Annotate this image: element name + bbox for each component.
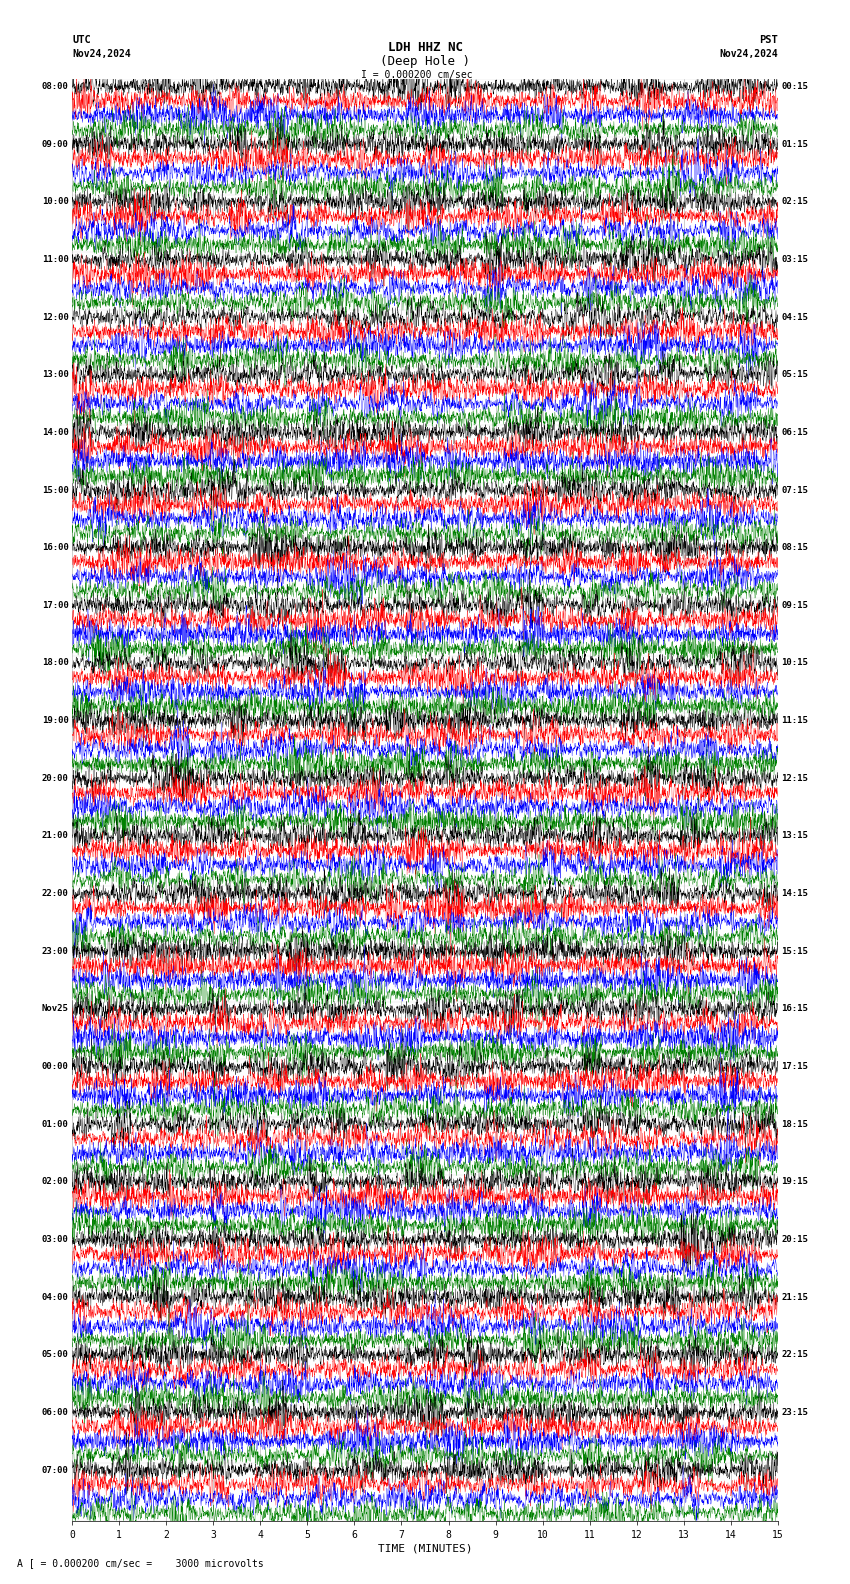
Text: 06:00: 06:00 [42, 1408, 69, 1418]
Text: 15:00: 15:00 [42, 486, 69, 494]
Text: 04:15: 04:15 [781, 312, 808, 322]
Text: 18:00: 18:00 [42, 659, 69, 667]
Text: 03:15: 03:15 [781, 255, 808, 265]
Text: 13:15: 13:15 [781, 832, 808, 841]
Text: 01:15: 01:15 [781, 139, 808, 149]
Text: 12:15: 12:15 [781, 775, 808, 782]
Text: 14:00: 14:00 [42, 428, 69, 437]
Text: 14:15: 14:15 [781, 889, 808, 898]
Text: 23:15: 23:15 [781, 1408, 808, 1418]
Text: 16:15: 16:15 [781, 1004, 808, 1014]
Text: LDH HHZ NC: LDH HHZ NC [388, 41, 462, 54]
Text: 19:15: 19:15 [781, 1177, 808, 1186]
Text: (Deep Hole ): (Deep Hole ) [380, 55, 470, 68]
Text: 05:00: 05:00 [42, 1351, 69, 1359]
Text: 02:15: 02:15 [781, 198, 808, 206]
Text: I = 0.000200 cm/sec: I = 0.000200 cm/sec [360, 70, 473, 79]
Text: 06:15: 06:15 [781, 428, 808, 437]
Text: 11:00: 11:00 [42, 255, 69, 265]
Text: 07:00: 07:00 [42, 1465, 69, 1475]
Text: 10:15: 10:15 [781, 659, 808, 667]
Text: 02:00: 02:00 [42, 1177, 69, 1186]
Text: 04:00: 04:00 [42, 1293, 69, 1302]
Text: 00:00: 00:00 [42, 1063, 69, 1071]
Text: 01:00: 01:00 [42, 1120, 69, 1129]
Text: 17:15: 17:15 [781, 1063, 808, 1071]
Text: 11:15: 11:15 [781, 716, 808, 725]
Text: 08:15: 08:15 [781, 543, 808, 553]
Text: PST: PST [759, 35, 778, 44]
Text: 13:00: 13:00 [42, 371, 69, 379]
X-axis label: TIME (MINUTES): TIME (MINUTES) [377, 1544, 473, 1554]
Text: 23:00: 23:00 [42, 947, 69, 955]
Text: 18:15: 18:15 [781, 1120, 808, 1129]
Text: 10:00: 10:00 [42, 198, 69, 206]
Text: 16:00: 16:00 [42, 543, 69, 553]
Text: 05:15: 05:15 [781, 371, 808, 379]
Text: 17:00: 17:00 [42, 600, 69, 610]
Text: 22:00: 22:00 [42, 889, 69, 898]
Text: 08:00: 08:00 [42, 82, 69, 90]
Text: 22:15: 22:15 [781, 1351, 808, 1359]
Text: 15:15: 15:15 [781, 947, 808, 955]
Text: 20:00: 20:00 [42, 775, 69, 782]
Text: 09:00: 09:00 [42, 139, 69, 149]
Text: 19:00: 19:00 [42, 716, 69, 725]
Text: 00:15: 00:15 [781, 82, 808, 90]
Text: 12:00: 12:00 [42, 312, 69, 322]
Text: Nov24,2024: Nov24,2024 [719, 49, 778, 59]
Text: 09:15: 09:15 [781, 600, 808, 610]
Text: 03:00: 03:00 [42, 1236, 69, 1243]
Text: 07:15: 07:15 [781, 486, 808, 494]
Text: Nov25: Nov25 [42, 1004, 69, 1014]
Text: A [ = 0.000200 cm/sec =    3000 microvolts: A [ = 0.000200 cm/sec = 3000 microvolts [17, 1559, 264, 1568]
Text: 21:00: 21:00 [42, 832, 69, 841]
Text: Nov24,2024: Nov24,2024 [72, 49, 131, 59]
Text: 21:15: 21:15 [781, 1293, 808, 1302]
Text: 20:15: 20:15 [781, 1236, 808, 1243]
Text: UTC: UTC [72, 35, 91, 44]
